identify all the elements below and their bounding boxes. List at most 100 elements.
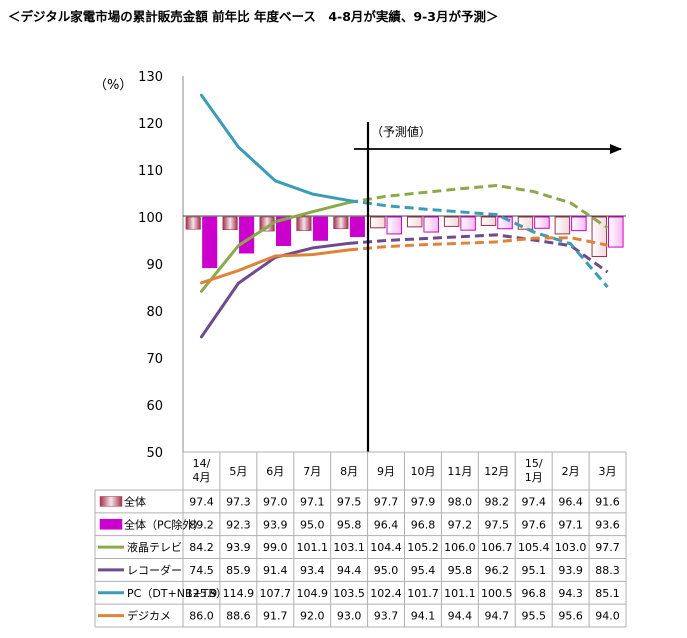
bar-total-excl-pc — [275, 216, 292, 246]
table-value: 101.1 — [296, 541, 328, 554]
table-value: 106.0 — [444, 541, 476, 554]
table-value: 96.2 — [485, 564, 510, 577]
bar-total — [406, 216, 423, 228]
y-tick-label: 80 — [146, 305, 163, 320]
bar-total — [591, 216, 608, 257]
table-value: 93.9 — [263, 518, 288, 531]
table-value: 93.6 — [595, 518, 620, 531]
series-name: 全体（PC除外） — [124, 517, 204, 531]
table-value: 91.6 — [595, 495, 620, 508]
table-value: 95.1 — [521, 564, 546, 577]
table-value: 103.0 — [555, 541, 587, 554]
table-value: 104.9 — [296, 587, 328, 600]
bar-total — [554, 216, 571, 235]
bar-total-excl-pc — [239, 216, 255, 254]
table-value: 95.8 — [337, 518, 362, 531]
bar-total — [480, 216, 497, 226]
table-value: 92.0 — [300, 610, 325, 623]
table-value: 104.4 — [370, 541, 402, 554]
bar-total — [443, 216, 460, 227]
series-name: 全体 — [124, 494, 146, 508]
series-name: レコーダー — [127, 563, 182, 577]
table-value: 96.4 — [558, 495, 583, 508]
category-label: 6月 — [266, 465, 284, 478]
table-value: 84.2 — [189, 541, 214, 554]
category-label: 2月 — [562, 465, 580, 478]
category-label: 11月 — [447, 465, 472, 478]
line-series-forecast — [348, 236, 608, 252]
table-value: 100.5 — [481, 587, 513, 600]
table-value: 125.9 — [186, 587, 218, 600]
y-axis-label: （%） — [94, 78, 132, 93]
table-value: 97.5 — [337, 495, 362, 508]
table-value: 95.0 — [374, 564, 399, 577]
table-value: 97.3 — [226, 495, 251, 508]
bar-total — [185, 216, 201, 230]
table-value: 74.5 — [189, 564, 214, 577]
bar-total-excl-pc — [312, 216, 329, 241]
table-value: 97.1 — [558, 518, 583, 531]
table-value: 97.7 — [374, 495, 399, 508]
table-value: 94.3 — [558, 587, 583, 600]
table-value: 97.1 — [300, 495, 325, 508]
y-tick-label: 60 — [146, 399, 163, 414]
category-label: 12月 — [484, 465, 509, 478]
table-value: 93.4 — [300, 564, 325, 577]
series-name: 液晶テレビ — [127, 540, 182, 554]
line-series-actual — [199, 93, 351, 203]
table-value: 85.1 — [595, 587, 620, 600]
table-value: 103.1 — [333, 541, 365, 554]
table-value: 94.4 — [448, 610, 473, 623]
table-value: 85.9 — [226, 564, 251, 577]
y-tick-label: 70 — [146, 352, 163, 367]
table-value: 91.4 — [263, 564, 288, 577]
table-value: 95.4 — [411, 564, 436, 577]
bar-total-excl-pc — [349, 216, 365, 238]
y-tick-label: 110 — [138, 164, 163, 179]
table-value: 97.0 — [263, 495, 288, 508]
bar-total-excl-pc — [423, 216, 439, 233]
table-value: 93.9 — [226, 541, 251, 554]
bar-total-excl-pc — [202, 216, 218, 269]
table-value: 101.1 — [444, 587, 476, 600]
table-value: 94.7 — [485, 610, 510, 623]
table-value: 93.0 — [337, 610, 362, 623]
bar-total-excl-pc — [571, 216, 587, 232]
table-value: 97.4 — [189, 495, 214, 508]
table-value: 114.9 — [223, 587, 255, 600]
y-axis-ticks: 50 60 70 80 90 100 110 120 130 — [138, 70, 163, 461]
series-name: PC（DT+NB+TB） — [127, 587, 227, 600]
table-value: 97.5 — [485, 518, 510, 531]
category-label: 5月 — [229, 465, 247, 478]
bar-total-excl-pc — [460, 216, 476, 231]
y-tick-label: 100 — [138, 211, 163, 226]
series-name: デジカメ — [127, 609, 171, 623]
table-value: 107.7 — [260, 587, 292, 600]
table-value: 89.2 — [189, 518, 214, 531]
table-value: 106.7 — [481, 541, 513, 554]
table-value: 94.4 — [337, 564, 362, 577]
bar-total — [222, 216, 238, 230]
table-value: 86.0 — [189, 610, 214, 623]
table-value: 92.3 — [226, 518, 251, 531]
bars-total-excl-pc — [202, 216, 624, 269]
bar-total — [296, 216, 312, 231]
line-series-actual — [199, 248, 351, 285]
table-value: 97.9 — [411, 495, 436, 508]
category-label: 14/4月 — [192, 457, 210, 484]
table-value: 97.6 — [521, 518, 546, 531]
table-value: 103.5 — [333, 587, 365, 600]
bar-total-excl-pc — [386, 216, 403, 235]
table-value: 102.4 — [370, 587, 402, 600]
table-value: 105.4 — [518, 541, 550, 554]
category-label: 10月 — [410, 465, 435, 478]
table-value: 101.7 — [407, 587, 439, 600]
table-value: 96.4 — [374, 518, 399, 531]
table-value: 96.8 — [411, 518, 436, 531]
category-label: 9月 — [377, 465, 395, 478]
table-value: 97.2 — [448, 518, 473, 531]
table-value: 97.4 — [521, 495, 546, 508]
